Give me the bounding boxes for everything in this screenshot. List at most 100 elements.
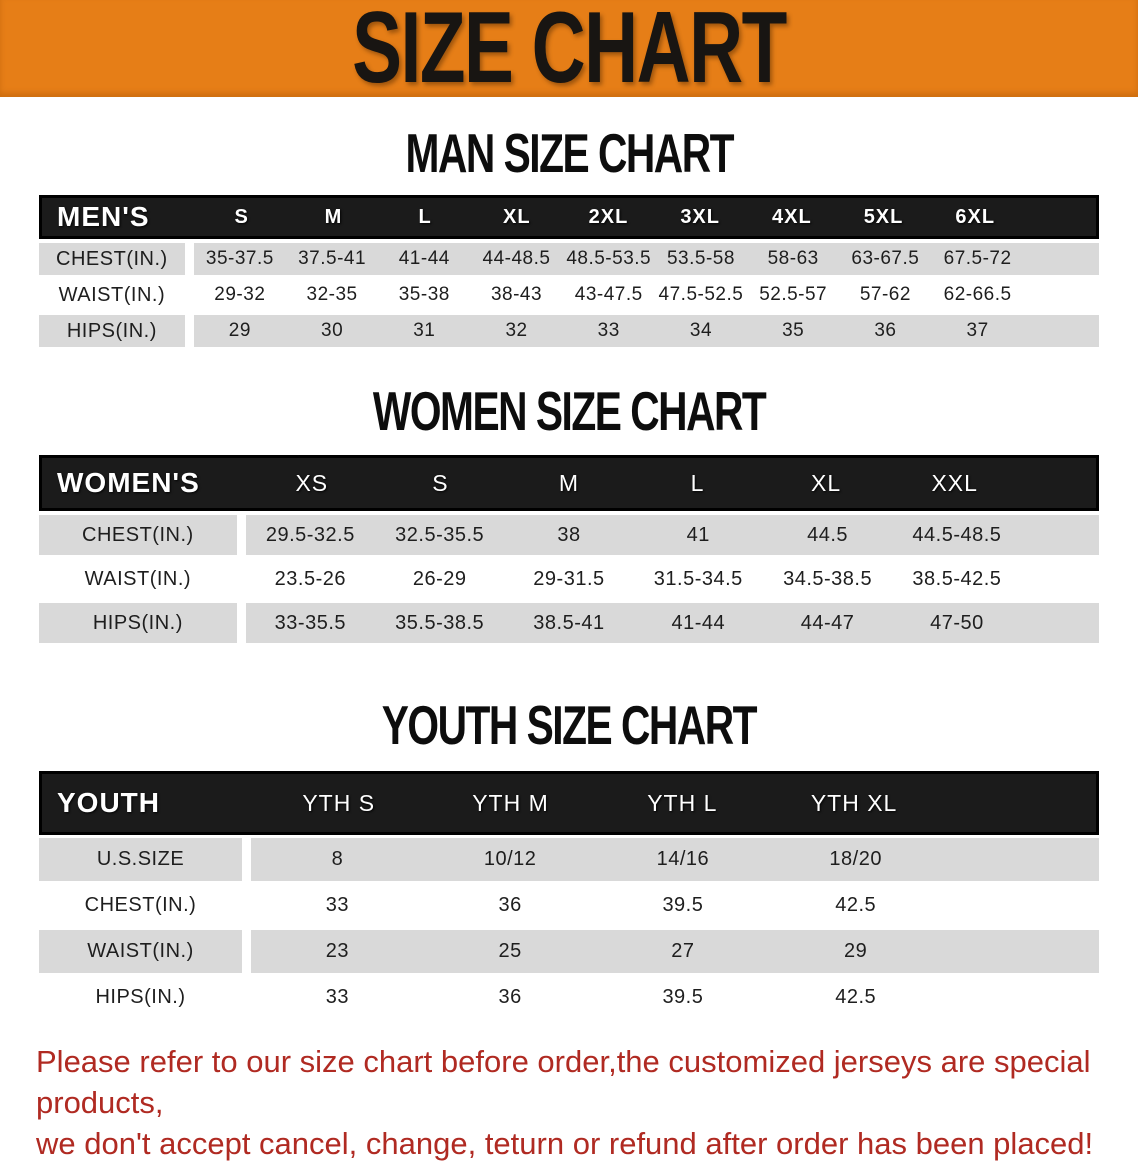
row-label: CHEST(IN.)	[39, 884, 251, 927]
header-filler	[940, 774, 1096, 832]
value-cell: 33	[325, 986, 349, 1008]
size-col-header: YTH XL	[810, 789, 898, 816]
women-table-header-row: WOMEN'S XS S M L XL XXL	[39, 455, 1099, 511]
value-cell: 53.5-58	[666, 248, 735, 269]
row-filler	[942, 838, 1099, 881]
row-label: CHEST(IN.)	[39, 515, 246, 555]
value-cell: 41-44	[398, 248, 450, 269]
value-cell: 29	[844, 940, 868, 962]
value-cell: 10/12	[483, 848, 537, 870]
value-cell: 32-35	[306, 284, 358, 305]
value-cell: 44.5	[807, 523, 849, 546]
size-col-header: M	[558, 469, 580, 496]
women-waist-row: WAIST(IN.) 23.5-26 26-29 29-31.5 31.5-34…	[39, 559, 1099, 599]
youth-ussize-row: U.S.SIZE 8 10/12 14/16 18/20	[39, 838, 1099, 881]
value-cell: 34	[689, 320, 713, 341]
value-cell: 8	[331, 848, 344, 870]
men-chest-row: CHEST(IN.) 35-37.5 37.5-41 41-44 44-48.5…	[39, 243, 1099, 275]
size-col-header: S	[234, 205, 249, 228]
men-hips-row: HIPS(IN.) 29 30 31 32 33 34 35 36 37	[39, 315, 1099, 347]
row-label: HIPS(IN.)	[39, 315, 194, 347]
value-cell: 14/16	[656, 848, 710, 870]
row-label: U.S.SIZE	[39, 838, 251, 881]
men-size-table: MEN'S S M L XL 2XL 3XL 4XL 5XL 6XL CHEST…	[39, 195, 1099, 347]
value-cell: 29	[228, 320, 251, 341]
value-cell: 23.5-26	[274, 567, 347, 590]
size-col-header: M	[324, 205, 343, 228]
row-label: HIPS(IN.)	[39, 976, 251, 1019]
women-hips-row: HIPS(IN.) 33-35.5 35.5-38.5 38.5-41 41-4…	[39, 603, 1099, 643]
disclaimer-line-2: we don't accept cancel, change, teturn o…	[36, 1126, 1094, 1161]
row-label: CHEST(IN.)	[39, 243, 194, 275]
men-waist-row: WAIST(IN.) 29-32 32-35 35-38 38-43 43-47…	[39, 279, 1099, 311]
value-cell: 36	[498, 894, 522, 916]
row-label: WAIST(IN.)	[39, 930, 251, 973]
size-col-header: YTH S	[302, 789, 376, 816]
women-header-label: WOMEN'S	[57, 467, 200, 498]
value-cell: 35-38	[398, 284, 450, 305]
size-col-header: 5XL	[863, 205, 904, 228]
value-cell: 37	[966, 320, 989, 341]
value-cell: 33	[597, 320, 620, 341]
value-cell: 44-47	[800, 611, 855, 634]
value-cell: 35.5-38.5	[395, 611, 485, 634]
value-cell: 42.5	[835, 894, 877, 916]
size-col-header: XXL	[931, 469, 978, 496]
value-cell: 32	[505, 320, 528, 341]
men-header-label: MEN'S	[57, 201, 150, 232]
value-cell: 36	[874, 320, 897, 341]
size-col-header: S	[432, 469, 449, 496]
value-cell: 67.5-72	[943, 248, 1012, 269]
women-size-table: WOMEN'S XS S M L XL XXL CHEST(IN.) 29.5-…	[39, 455, 1099, 643]
value-cell: 31.5-34.5	[653, 567, 743, 590]
size-col-header: 6XL	[955, 205, 996, 228]
value-cell: 31	[413, 320, 436, 341]
banner-title: SIZE CHART	[352, 0, 787, 104]
size-col-header: 2XL	[588, 205, 629, 228]
value-cell: 29-32	[214, 284, 266, 305]
size-col-header: YTH L	[647, 789, 718, 816]
youth-hips-row: HIPS(IN.) 33 36 39.5 42.5	[39, 976, 1099, 1019]
size-col-header: L	[690, 469, 705, 496]
row-label: HIPS(IN.)	[39, 603, 246, 643]
value-cell: 30	[321, 320, 344, 341]
value-cell: 32.5-35.5	[395, 523, 485, 546]
women-chest-row: CHEST(IN.) 29.5-32.5 32.5-35.5 38 41 44.…	[39, 515, 1099, 555]
value-cell: 33-35.5	[274, 611, 347, 634]
row-filler	[1022, 515, 1099, 555]
row-label: WAIST(IN.)	[39, 559, 246, 599]
header-filler	[1019, 458, 1096, 508]
value-cell: 35-37.5	[205, 248, 274, 269]
value-cell: 44-48.5	[482, 248, 551, 269]
row-filler	[1022, 559, 1099, 599]
value-cell: 18/20	[829, 848, 882, 870]
value-cell: 39.5	[662, 986, 704, 1008]
header-filler	[1021, 198, 1096, 236]
value-cell: 27	[671, 940, 695, 962]
value-cell: 43-47.5	[574, 284, 643, 305]
value-cell: 47.5-52.5	[658, 284, 744, 305]
row-label: WAIST(IN.)	[39, 279, 194, 311]
value-cell: 38.5-42.5	[912, 567, 1002, 590]
size-col-header: XS	[295, 469, 329, 496]
disclaimer-line-1: Please refer to our size chart before or…	[36, 1044, 1091, 1120]
value-cell: 41-44	[671, 611, 726, 634]
value-cell: 29-31.5	[533, 567, 605, 590]
size-col-header: YTH M	[472, 789, 549, 816]
row-filler	[1022, 603, 1099, 643]
value-cell: 47-50	[930, 611, 984, 634]
value-cell: 38.5-41	[533, 611, 605, 634]
value-cell: 58-63	[767, 248, 819, 269]
youth-header-label: YOUTH	[57, 787, 160, 818]
value-cell: 33	[325, 894, 349, 916]
men-table-header-row: MEN'S S M L XL 2XL 3XL 4XL 5XL 6XL	[39, 195, 1099, 239]
value-cell: 52.5-57	[759, 284, 828, 305]
row-filler	[1024, 279, 1099, 311]
row-filler	[1024, 243, 1099, 275]
value-cell: 38	[557, 523, 581, 546]
women-section-title-text: WOMEN SIZE CHART	[372, 380, 767, 442]
row-filler	[942, 884, 1099, 927]
value-cell: 23	[325, 940, 349, 962]
youth-size-table: YOUTH YTH S YTH M YTH L YTH XL U.S.SIZE …	[39, 771, 1099, 1019]
row-filler	[1024, 315, 1099, 347]
